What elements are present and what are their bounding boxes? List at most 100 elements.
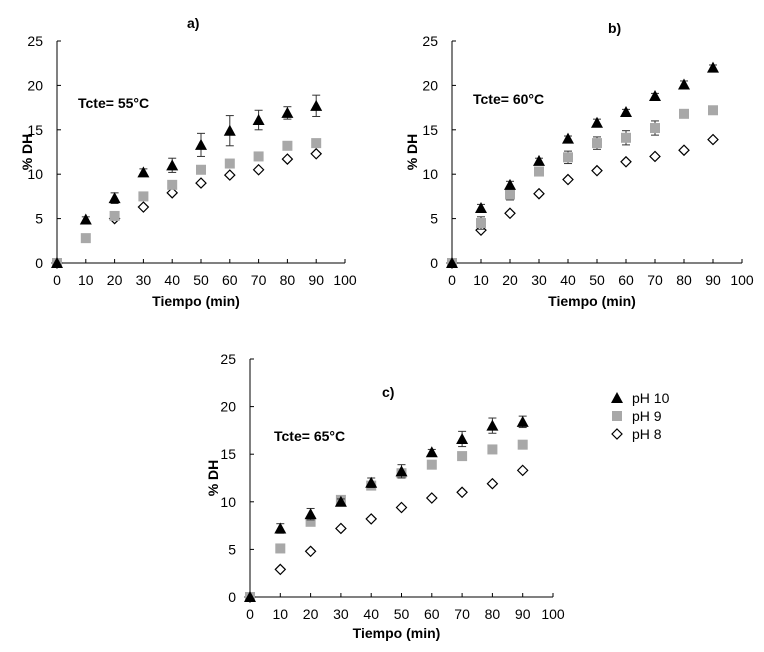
- data-point: [678, 78, 690, 90]
- data-point: [108, 192, 121, 204]
- data-point: [224, 158, 235, 169]
- data-point: [334, 495, 347, 507]
- data-point: [395, 501, 408, 514]
- data-point: [504, 207, 516, 220]
- x-tick-label: 70: [647, 272, 663, 288]
- x-tick-label: 10: [78, 272, 94, 288]
- data-point: [137, 166, 150, 178]
- data-point: [456, 432, 469, 444]
- data-point: [166, 159, 179, 171]
- x-tick-label: 90: [705, 272, 721, 288]
- y-tick-label: 10: [27, 166, 43, 182]
- data-point: [310, 99, 323, 111]
- y-tick-label: 15: [220, 446, 236, 462]
- data-point: [253, 151, 264, 162]
- data-point: [708, 105, 718, 116]
- x-tick-label: 20: [303, 606, 319, 622]
- data-point: [620, 155, 632, 168]
- legend-label: pH 8: [632, 426, 662, 442]
- data-point: [79, 213, 92, 225]
- data-point: [304, 508, 317, 520]
- series-ph-10: [51, 94, 323, 268]
- data-point: [195, 138, 207, 150]
- x-axis-title: Tiempo (min): [152, 293, 240, 309]
- data-point: [138, 191, 149, 202]
- data-point: [592, 138, 602, 149]
- x-tick-label: 80: [280, 272, 296, 288]
- x-tick-label: 100: [730, 272, 754, 288]
- y-tick-label: 20: [422, 77, 438, 93]
- y-tick-label: 20: [220, 399, 236, 415]
- data-point: [621, 132, 631, 143]
- data-point: [282, 140, 293, 151]
- temperature-annotation: Tcte= 55°C: [78, 95, 149, 111]
- series-ph-9: [245, 439, 528, 602]
- data-point: [533, 187, 545, 200]
- y-tick-label: 10: [422, 166, 438, 182]
- legend-item: pH 9: [612, 408, 662, 424]
- data-point: [166, 186, 179, 199]
- x-tick-label: 80: [485, 606, 501, 622]
- legend-marker-filled-triangle-icon: [611, 392, 623, 403]
- data-point: [167, 179, 178, 190]
- data-point: [475, 201, 487, 213]
- data-point: [649, 90, 661, 102]
- x-tick-label: 90: [308, 272, 324, 288]
- data-point: [456, 486, 468, 499]
- data-point: [678, 144, 690, 157]
- data-point: [504, 178, 516, 190]
- x-tick-label: 0: [448, 272, 456, 288]
- x-tick-label: 40: [560, 272, 576, 288]
- y-tick-label: 20: [27, 77, 43, 93]
- data-point: [365, 476, 378, 488]
- legend-item: pH 10: [611, 390, 670, 406]
- x-tick-label: 0: [53, 272, 61, 288]
- series-ph-8: [244, 464, 529, 603]
- y-tick-label: 5: [430, 211, 438, 227]
- y-axis-title: % DH: [19, 134, 35, 171]
- data-point: [310, 147, 323, 160]
- data-point: [244, 591, 256, 602]
- x-tick-label: 50: [193, 272, 209, 288]
- data-point: [137, 201, 150, 213]
- y-tick-label: 25: [422, 33, 438, 49]
- y-axis-title: % DH: [404, 134, 420, 171]
- x-axis-title: Tiempo (min): [353, 625, 441, 641]
- data-point: [425, 446, 438, 458]
- x-tick-label: 20: [107, 272, 123, 288]
- chart-panel-b: 0 10 20 30 40 50 60 70 80 90 100 0 5 10 15 20 25 Tiempo (…: [404, 20, 754, 309]
- y-tick-label: 0: [35, 255, 43, 271]
- data-point: [517, 439, 528, 450]
- data-point: [533, 154, 545, 166]
- series-ph-9: [52, 138, 322, 268]
- panel-label: b): [608, 20, 621, 36]
- x-tick-label: 60: [222, 272, 238, 288]
- data-point: [562, 132, 574, 144]
- chart-panel-a: 0 10 20 30 40 50 60 70 80 90 100 0 5 10 15 20 25 Tiempo (…: [19, 15, 357, 309]
- x-tick-label: 90: [515, 606, 531, 622]
- data-point: [563, 152, 573, 163]
- data-point: [365, 513, 378, 525]
- x-tick-label: 60: [618, 272, 634, 288]
- chart-panel-c: 0 10 20 30 40 50 60 70 80 90 100 0 5 10 15 20 25 Tiempo (…: [205, 351, 565, 641]
- x-tick-label: 10: [273, 606, 289, 622]
- data-point: [446, 257, 458, 268]
- x-tick-label: 30: [531, 272, 547, 288]
- x-tick-label: 100: [541, 606, 565, 622]
- y-tick-label: 5: [35, 211, 43, 227]
- x-axis-title: Tiempo (min): [548, 293, 636, 309]
- y-tick-label: 0: [430, 255, 438, 271]
- legend-marker-open-diamond-icon: [611, 428, 623, 440]
- data-point: [223, 124, 236, 136]
- data-point: [505, 189, 515, 200]
- legend: pH 10 pH 9 pH 8: [611, 390, 670, 442]
- temperature-annotation: Tcte= 65°C: [274, 428, 345, 444]
- panel-label: a): [187, 15, 199, 31]
- data-point: [562, 173, 574, 186]
- data-point: [476, 218, 486, 229]
- data-point: [195, 177, 207, 189]
- data-point: [335, 522, 347, 535]
- data-point: [196, 164, 206, 175]
- x-tick-label: 30: [136, 272, 152, 288]
- temperature-annotation: Tcte= 60°C: [473, 91, 544, 107]
